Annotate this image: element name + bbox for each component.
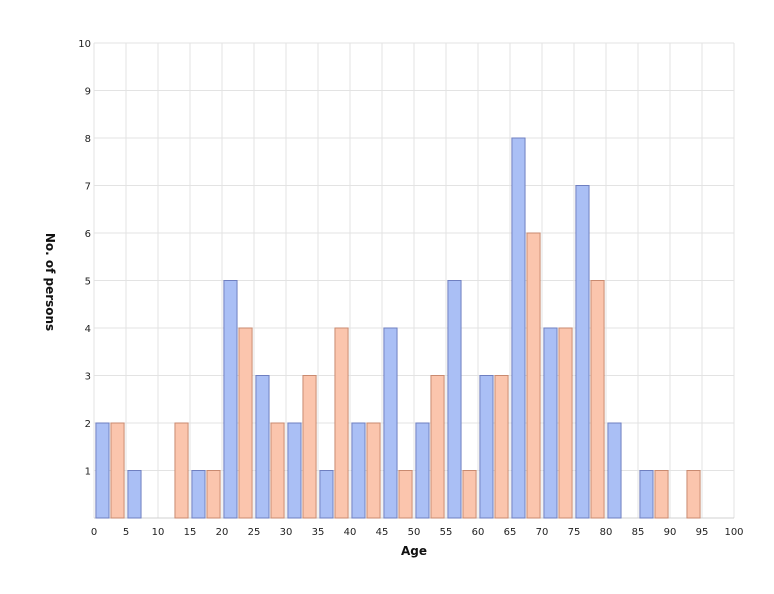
bar-orange-70 xyxy=(558,327,573,519)
bar-orange-90 xyxy=(686,470,701,519)
x-tick-label: 35 xyxy=(312,527,325,538)
bar-orange-15 xyxy=(206,470,221,519)
bar-orange-20 xyxy=(238,327,253,519)
y-axis-title: No. of persons xyxy=(43,233,57,331)
bar-blue-25 xyxy=(255,375,270,519)
bar-orange-55 xyxy=(462,470,477,519)
x-tick-label: 50 xyxy=(408,527,421,538)
x-tick-label: 65 xyxy=(504,527,517,538)
bar-blue-0 xyxy=(95,422,110,519)
bar-orange-85 xyxy=(654,470,669,519)
y-tick-label: 2 xyxy=(85,419,91,430)
bar-orange-50 xyxy=(430,375,445,519)
bar-blue-20 xyxy=(223,280,238,519)
x-tick-label: 100 xyxy=(724,527,743,538)
bar-orange-65 xyxy=(526,232,541,519)
bar-blue-85 xyxy=(639,470,654,519)
y-tick-label: 6 xyxy=(85,229,91,240)
x-tick-label: 5 xyxy=(123,527,129,538)
bar-blue-45 xyxy=(383,327,398,519)
y-tick-label: 7 xyxy=(85,182,91,193)
bar-blue-35 xyxy=(319,470,334,519)
x-tick-label: 55 xyxy=(440,527,453,538)
x-tick-label: 40 xyxy=(344,527,357,538)
y-tick-label: 3 xyxy=(85,372,91,383)
bar-orange-35 xyxy=(334,327,349,519)
x-tick-label: 70 xyxy=(536,527,549,538)
bar-orange-25 xyxy=(270,422,285,519)
bar-blue-70 xyxy=(543,327,558,519)
x-axis-title: Age xyxy=(401,544,427,558)
x-tick-label: 25 xyxy=(248,527,261,538)
bar-orange-60 xyxy=(494,375,509,519)
x-tick-label: 90 xyxy=(664,527,677,538)
bar-blue-65 xyxy=(511,137,526,519)
y-tick-label: 8 xyxy=(85,134,91,145)
bar-blue-15 xyxy=(191,470,206,519)
bar-blue-40 xyxy=(351,422,366,519)
bar-blue-50 xyxy=(415,422,430,519)
x-tick-label: 95 xyxy=(696,527,709,538)
x-tick-label: 15 xyxy=(184,527,197,538)
bar-blue-80 xyxy=(607,422,622,519)
y-tick-label: 4 xyxy=(85,324,91,335)
bar-orange-40 xyxy=(366,422,381,519)
y-axis-ticks: 1 2 3 4 5 6 7 8 9 10 xyxy=(78,39,91,478)
bar-orange-0 xyxy=(110,422,125,519)
bar-blue-75 xyxy=(575,185,590,519)
grid-lines xyxy=(93,42,735,519)
x-tick-label: 30 xyxy=(280,527,293,538)
bar-orange-10 xyxy=(174,422,189,519)
bar-orange-45 xyxy=(398,470,413,519)
x-axis-ticks: 0 5 10 15 20 25 30 35 40 45 50 55 60 65 70 75 80 85 90 95 10… xyxy=(91,527,744,538)
bar-blue-55 xyxy=(447,280,462,519)
x-tick-label: 60 xyxy=(472,527,485,538)
bar-orange-30 xyxy=(302,375,317,519)
x-tick-label: 85 xyxy=(632,527,645,538)
bar-orange-75 xyxy=(590,280,605,519)
y-tick-label: 1 xyxy=(85,467,91,478)
y-tick-label: 10 xyxy=(78,39,91,50)
bar-blue-60 xyxy=(479,375,494,519)
y-tick-label: 9 xyxy=(85,87,91,98)
x-tick-label: 10 xyxy=(152,527,165,538)
x-tick-label: 75 xyxy=(568,527,581,538)
x-tick-label: 80 xyxy=(600,527,613,538)
bars xyxy=(95,137,701,519)
bar-blue-30 xyxy=(287,422,302,519)
x-tick-label: 45 xyxy=(376,527,389,538)
x-tick-label: 0 xyxy=(91,527,97,538)
bar-blue-5 xyxy=(127,470,142,519)
x-tick-label: 20 xyxy=(216,527,229,538)
y-tick-label: 5 xyxy=(85,277,91,288)
